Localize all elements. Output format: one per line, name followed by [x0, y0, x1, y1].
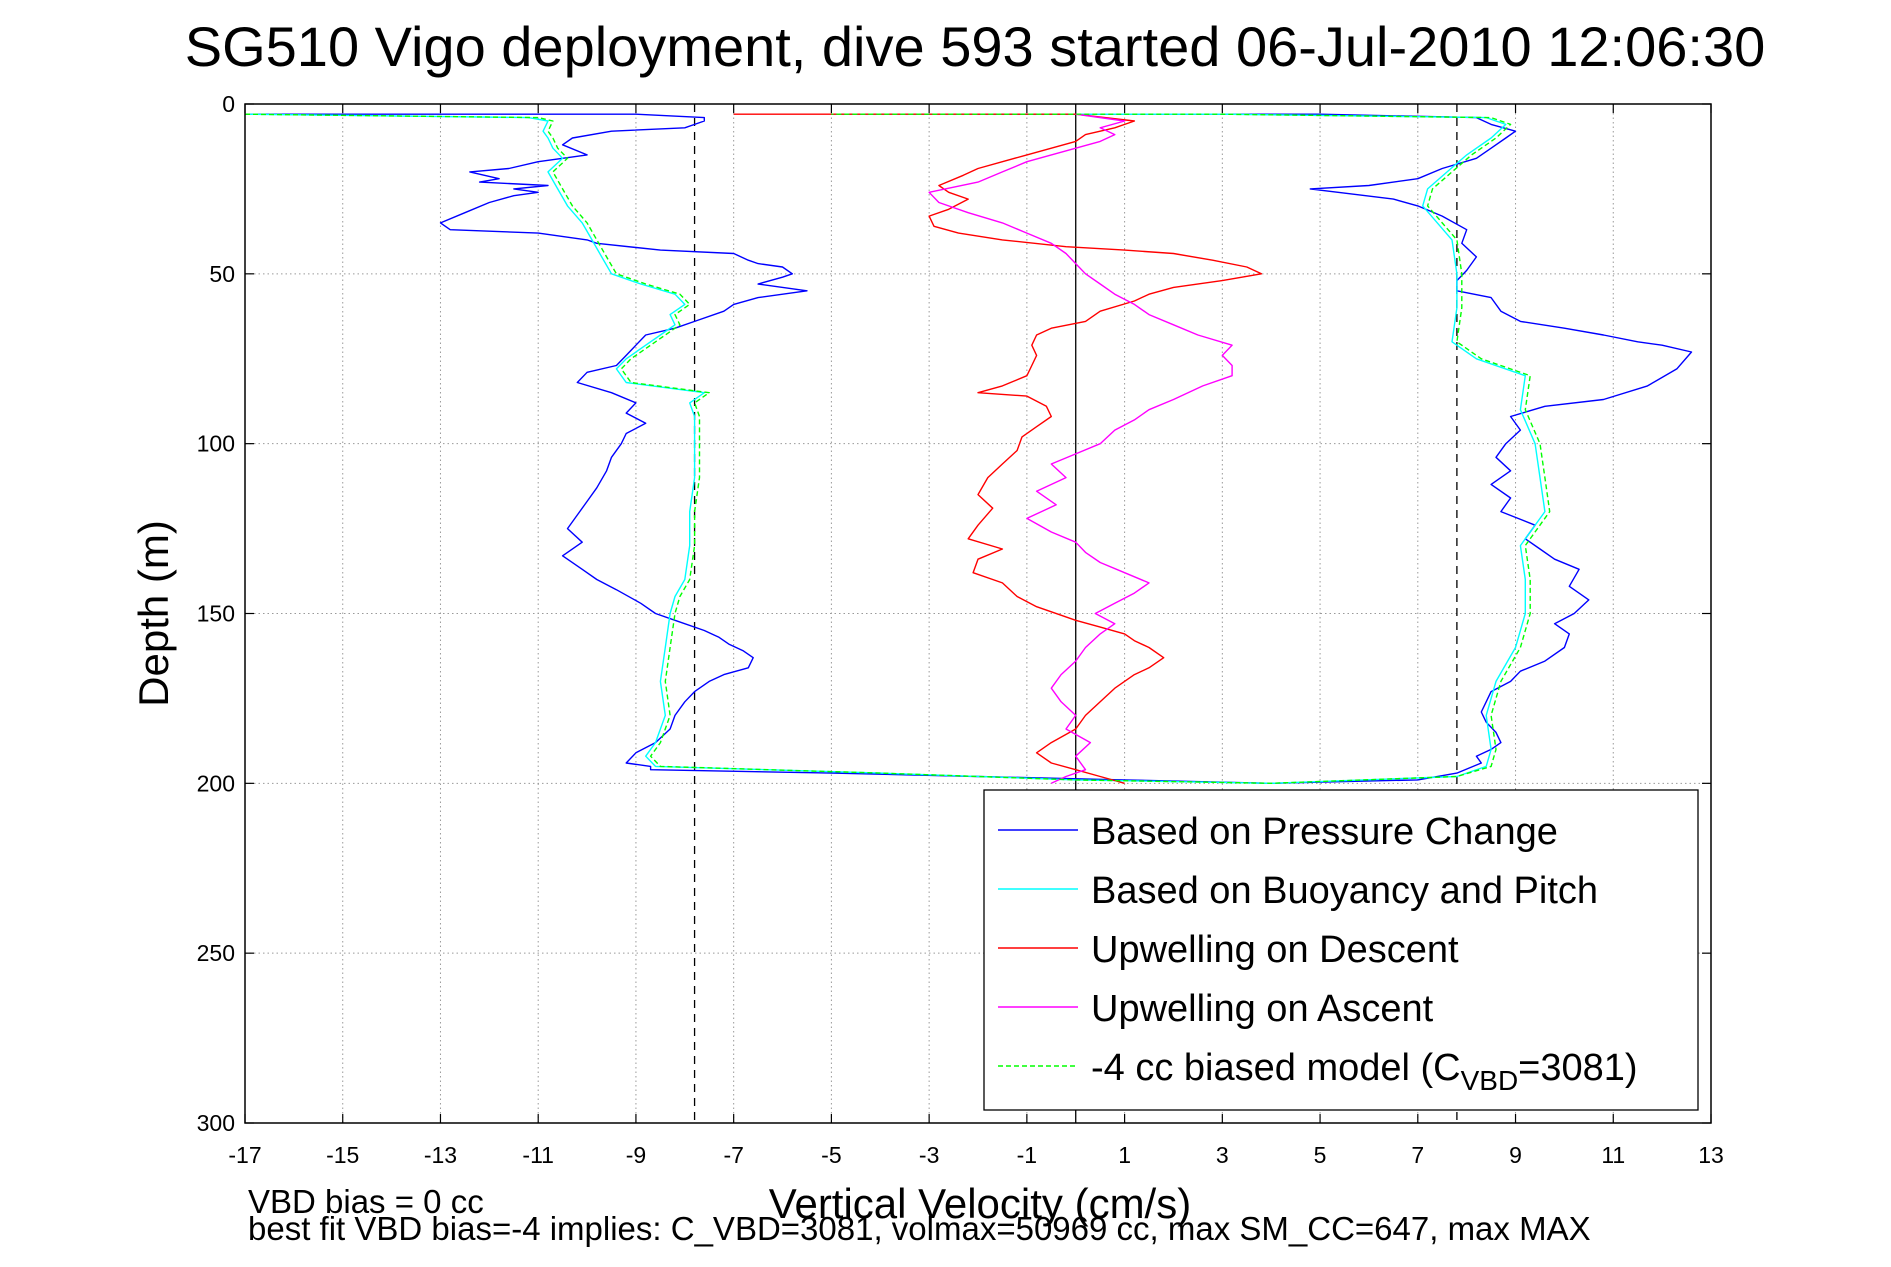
x-tick-label: -7 [723, 1142, 743, 1168]
y-tick-label: 200 [197, 770, 235, 796]
y-tick-label: 250 [197, 940, 235, 966]
x-tick-label: 7 [1411, 1142, 1424, 1168]
x-tick-label: -3 [919, 1142, 939, 1168]
x-tick-label: -11 [522, 1142, 554, 1168]
y-tick-label: 50 [209, 261, 235, 287]
x-tick-label: 13 [1698, 1142, 1724, 1168]
axis-ticks: -17 -15 -13 -11 -9 -7 -5 -3 -1 1 3 5 7 9 11 13050100150… [197, 91, 1724, 1168]
x-axis-label: Vertical Velocity (cm/s) [769, 1180, 1191, 1227]
legend-label-suffix: =3081) [1518, 1047, 1637, 1089]
series-line-1 [244, 113, 1546, 784]
footnote-vbd-bias: VBD bias = 0 cc [248, 1183, 484, 1220]
y-tick-label: 0 [222, 91, 235, 117]
chart-title: SG510 Vigo deployment, dive 593 started … [185, 15, 1766, 78]
y-axis-label: Depth (m) [130, 520, 177, 707]
footnote-best-fit: best fit VBD bias=-4 implies: C_VBD=3081… [248, 1210, 1591, 1247]
y-tick-label: 150 [197, 601, 235, 627]
series-line-2 [733, 113, 1263, 784]
x-tick-label: -9 [626, 1142, 646, 1168]
x-tick-label: -13 [424, 1142, 457, 1168]
x-tick-label: -5 [821, 1142, 841, 1168]
x-tick-label: 5 [1314, 1142, 1327, 1168]
series-line-4 [244, 113, 1551, 784]
y-tick-label: 300 [197, 1110, 235, 1136]
legend-label-3: Upwelling on Ascent [1091, 988, 1434, 1030]
legend-label-subscript: VBD [1461, 1065, 1519, 1096]
legend-label-2: Upwelling on Descent [1091, 929, 1459, 971]
x-tick-label: 9 [1509, 1142, 1522, 1168]
x-tick-label: 11 [1601, 1142, 1625, 1168]
x-tick-label: -1 [1017, 1142, 1037, 1168]
legend-label-4: -4 cc biased model (CVBD=3081) [1091, 1047, 1638, 1096]
series-line-3 [928, 113, 1233, 784]
x-tick-label: 3 [1216, 1142, 1229, 1168]
legend-box [983, 789, 1699, 1111]
grid [245, 104, 1711, 1123]
legend: Based on Pressure Change Based on Buoyanc… [983, 789, 1699, 1111]
legend-label-0: Based on Pressure Change [1091, 811, 1558, 853]
x-tick-label: -15 [326, 1142, 359, 1168]
x-tick-label: -17 [228, 1142, 261, 1168]
y-tick-label: 100 [197, 431, 235, 457]
x-tick-label: 1 [1118, 1142, 1131, 1168]
series-line-0 [245, 113, 1693, 784]
series-lines [244, 113, 1693, 784]
legend-label-1: Based on Buoyancy and Pitch [1091, 870, 1598, 912]
